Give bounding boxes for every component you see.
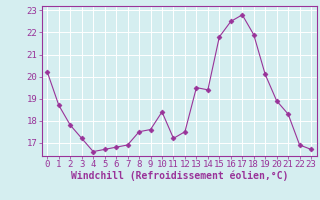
X-axis label: Windchill (Refroidissement éolien,°C): Windchill (Refroidissement éolien,°C) <box>70 171 288 181</box>
